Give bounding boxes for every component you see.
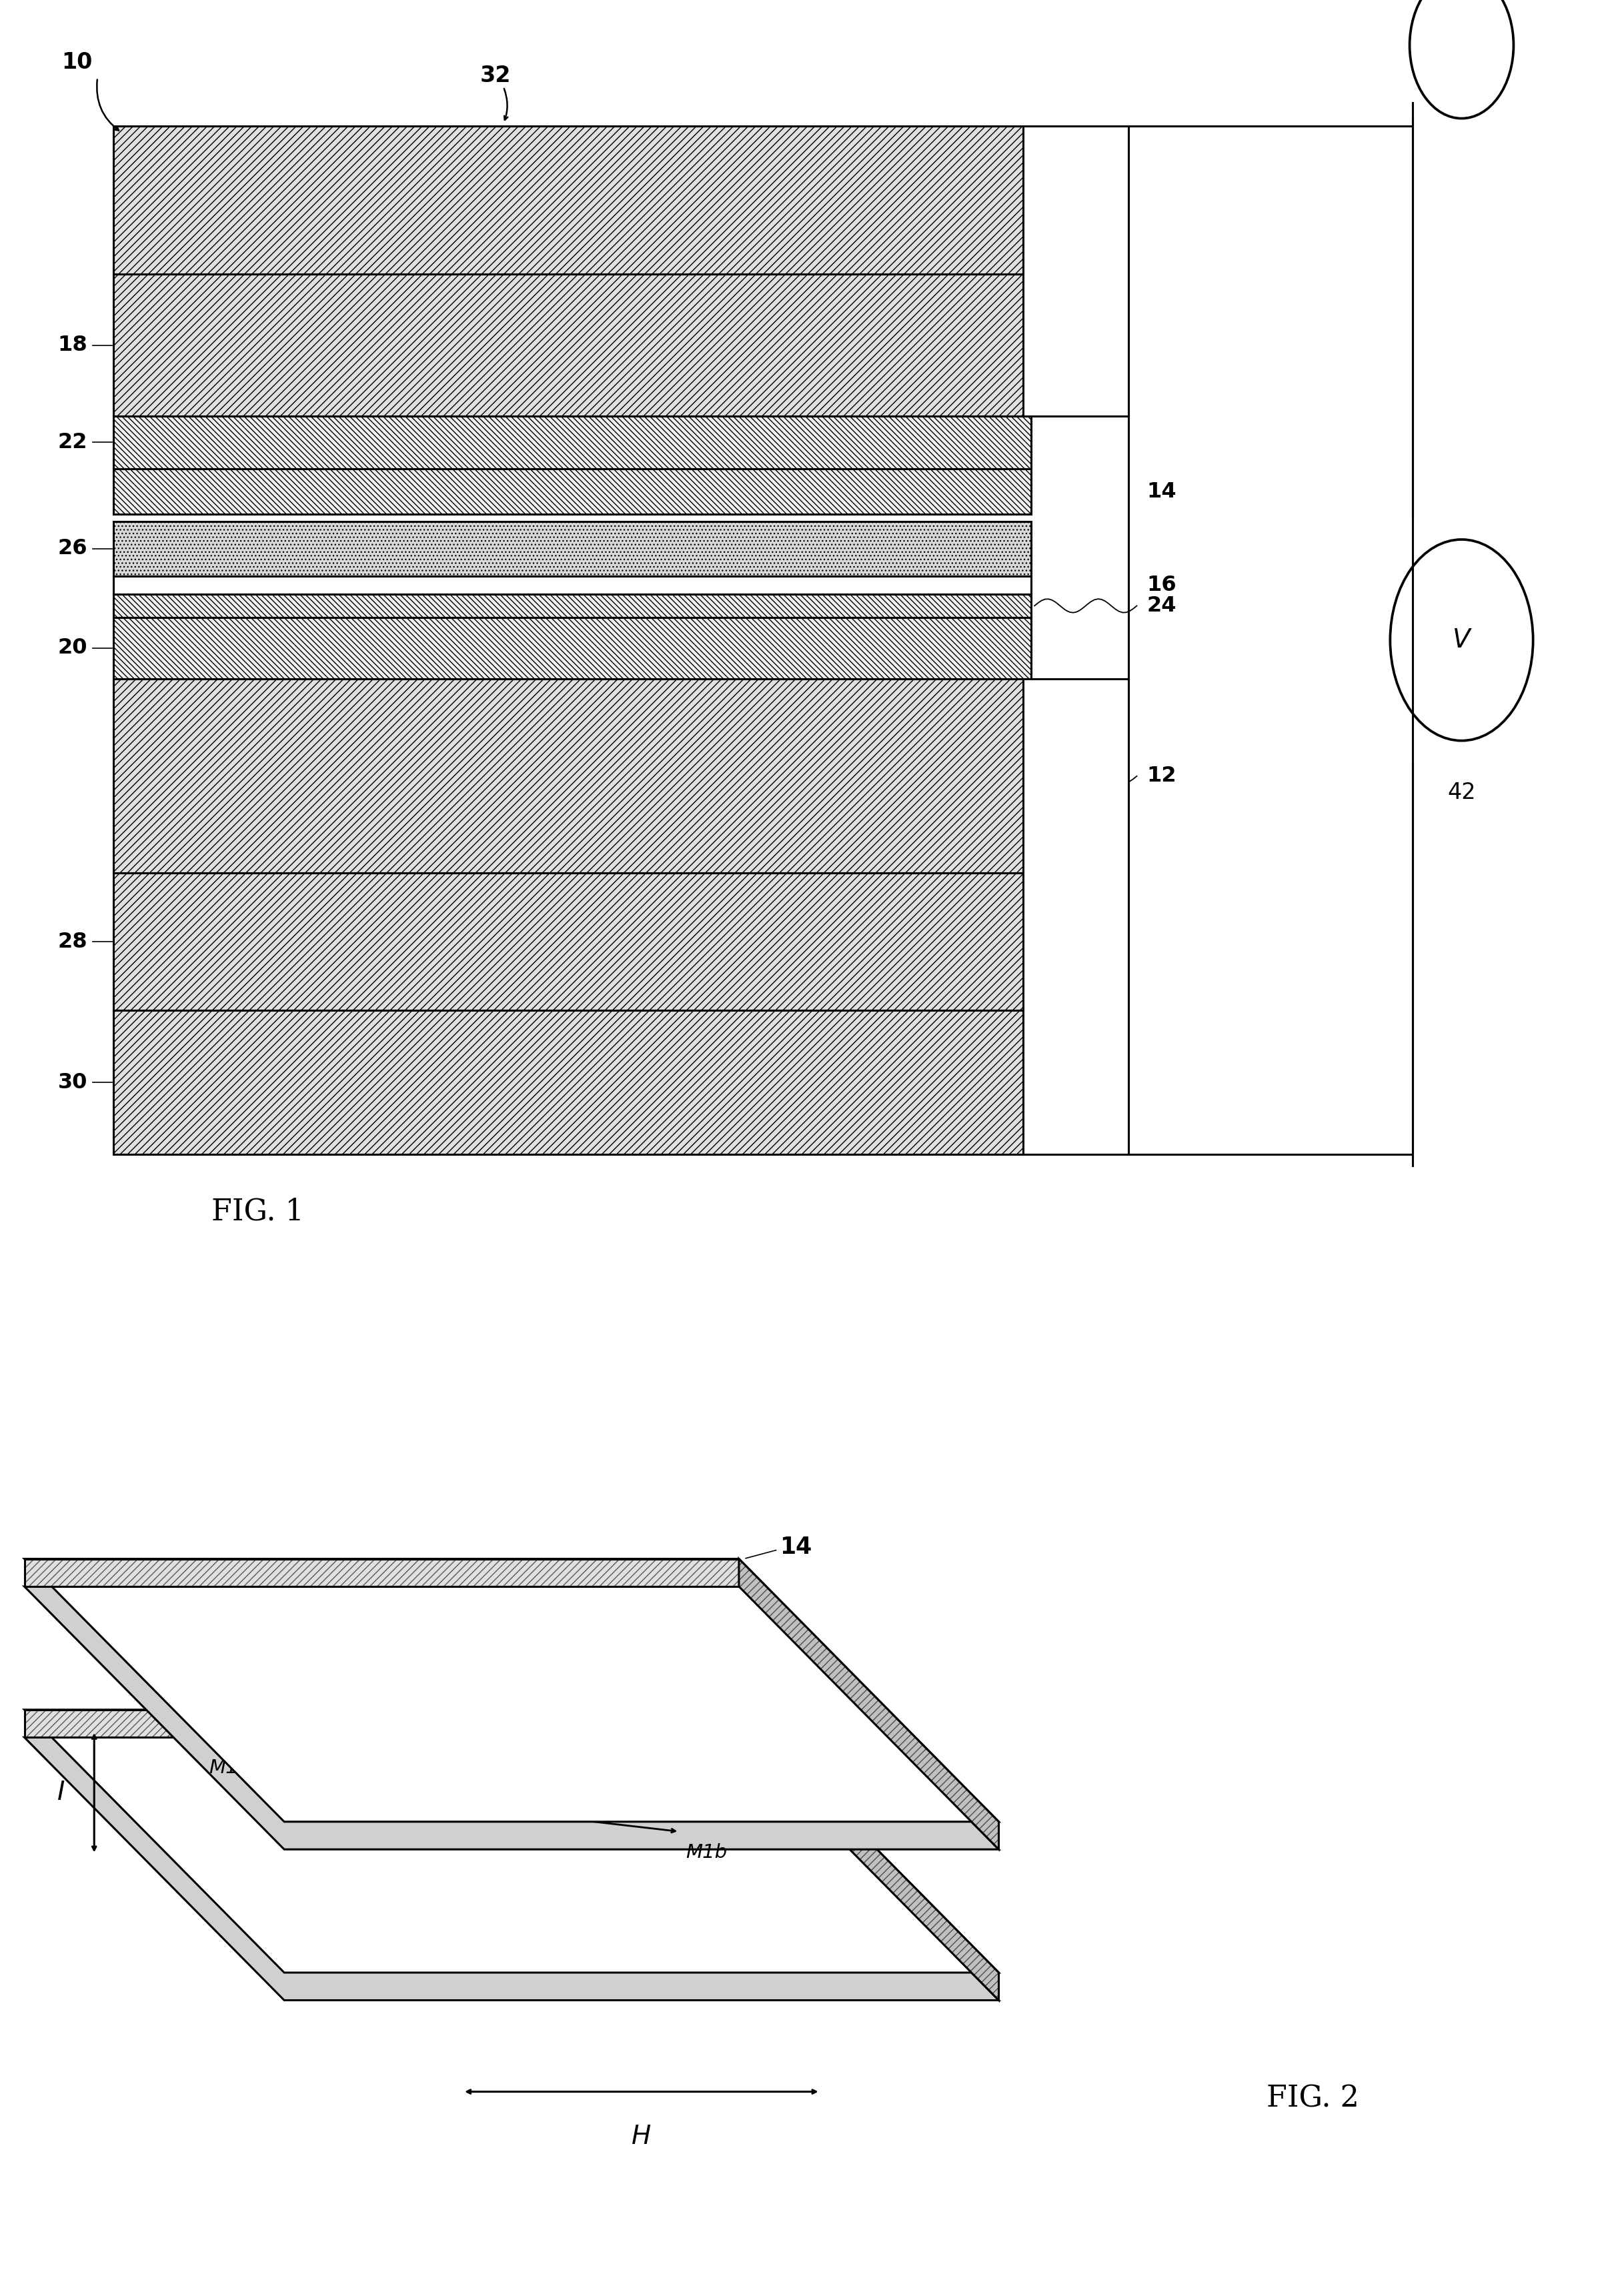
Bar <box>1023 126 1129 416</box>
Text: M1b: M1b <box>685 1843 728 1861</box>
Text: 10: 10 <box>62 50 93 73</box>
Bar <box>114 126 1023 274</box>
Polygon shape <box>24 1737 999 2000</box>
Bar <box>114 469 1031 514</box>
Text: V: V <box>1453 626 1470 654</box>
Polygon shape <box>24 1710 999 1973</box>
Polygon shape <box>24 1586 999 1849</box>
Bar <box>114 274 1031 416</box>
Bar <box>114 521 1031 576</box>
Text: 12: 12 <box>780 1740 812 1763</box>
Text: 24: 24 <box>1147 594 1176 617</box>
Bar <box>114 576 1031 594</box>
Polygon shape <box>24 1710 739 1737</box>
Text: M1a: M1a <box>614 1769 654 1788</box>
Bar <box>114 617 1031 679</box>
Text: 14: 14 <box>1147 480 1176 503</box>
Bar <box>114 416 1031 469</box>
Text: 14: 14 <box>780 1536 812 1559</box>
Text: 22: 22 <box>58 432 88 453</box>
Bar <box>114 594 1031 617</box>
Text: 30: 30 <box>58 1072 88 1093</box>
Polygon shape <box>739 1559 999 1849</box>
Text: FIG. 1: FIG. 1 <box>211 1198 304 1225</box>
Text: FIG. 2: FIG. 2 <box>1267 2085 1359 2112</box>
Text: 16: 16 <box>1147 574 1176 597</box>
Text: 18: 18 <box>58 334 88 357</box>
Bar <box>114 679 1031 873</box>
Bar <box>114 1010 1023 1154</box>
Polygon shape <box>24 1559 739 1586</box>
Text: M2: M2 <box>471 1602 505 1625</box>
Text: H: H <box>632 2124 651 2149</box>
Text: I: I <box>57 1781 65 1806</box>
Text: 32: 32 <box>479 64 512 87</box>
Text: 28: 28 <box>58 930 88 953</box>
Bar <box>114 873 1031 1010</box>
Text: M1b: M1b <box>208 1758 250 1776</box>
Text: 26: 26 <box>58 537 88 560</box>
Text: 12: 12 <box>1147 766 1176 786</box>
Bar <box>1023 679 1129 1154</box>
Text: 42: 42 <box>1447 782 1476 805</box>
Text: 20: 20 <box>58 638 88 658</box>
Polygon shape <box>739 1710 999 2000</box>
Polygon shape <box>24 1559 999 1822</box>
